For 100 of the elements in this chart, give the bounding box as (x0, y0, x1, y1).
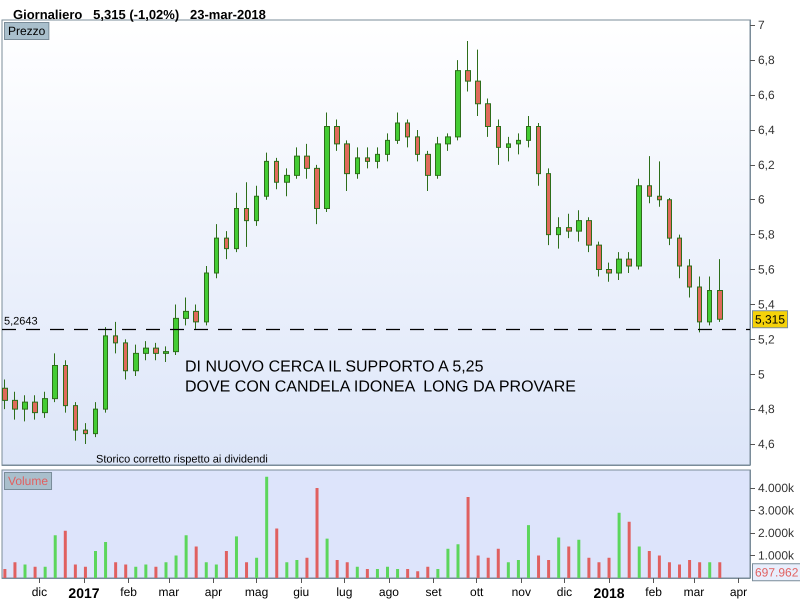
bar (285, 562, 288, 578)
bar (74, 564, 77, 578)
candlestick (254, 185, 259, 226)
bar (234, 536, 238, 578)
bar (718, 562, 722, 578)
candlestick (264, 152, 269, 200)
candlestick (274, 157, 279, 190)
bar (436, 569, 440, 578)
candlestick (294, 146, 300, 180)
candlestick (465, 40, 471, 92)
bar (396, 569, 400, 578)
candlestick (556, 216, 561, 250)
bar (13, 562, 16, 578)
bar (24, 564, 27, 578)
bar (104, 542, 108, 578)
bar (618, 512, 621, 578)
candlestick (304, 143, 310, 180)
x-tick-label: giu (293, 585, 310, 599)
bar (638, 546, 641, 578)
bar (255, 558, 258, 578)
candlestick (657, 160, 662, 208)
candlestick (636, 178, 642, 270)
x-tick-label: nov (512, 585, 531, 599)
bar (164, 562, 168, 578)
y-tick-label: 4,6 (758, 437, 776, 452)
bar (44, 566, 47, 578)
bar (194, 546, 198, 578)
bar (134, 566, 138, 578)
y-tick-label: 5,8 (758, 228, 776, 242)
y-tick-label: 4.000k (758, 481, 796, 495)
bar (224, 551, 228, 578)
bar (698, 562, 702, 578)
candlestick (596, 241, 602, 278)
candlestick (133, 344, 139, 376)
candlestick (707, 276, 712, 326)
bar (305, 558, 308, 578)
bar (516, 560, 520, 578)
candlestick (375, 146, 380, 169)
candlestick (616, 252, 622, 281)
bar (688, 560, 692, 578)
x-tick-label: mar (684, 585, 704, 599)
candlestick (697, 276, 702, 333)
candlestick (314, 164, 320, 225)
candlestick (284, 168, 290, 197)
x-tick-label: apr (730, 585, 748, 599)
candlestick (113, 321, 118, 354)
bar (628, 522, 631, 578)
y-tick-label: 1.000k (758, 548, 796, 562)
bar (597, 562, 600, 578)
x-tick-label: feb (120, 585, 138, 599)
annotation: 5,315 (755, 312, 786, 326)
bar (3, 569, 6, 578)
bar (245, 562, 248, 578)
bar (567, 546, 570, 578)
y-tick-label: 6 (758, 192, 765, 207)
bar (54, 535, 57, 578)
candlestick (626, 252, 632, 274)
y-axis-title: Prezzo (8, 24, 46, 38)
candlestick (143, 340, 149, 361)
y-axis-title: Volume (8, 474, 48, 488)
candlestick (385, 132, 390, 162)
candlestick (193, 304, 199, 330)
candlestick (667, 198, 672, 246)
candlestick (687, 258, 692, 298)
bar (526, 525, 530, 578)
candlestick (526, 115, 531, 148)
candlestick (224, 230, 229, 260)
candlestick (12, 391, 18, 420)
candlestick (546, 168, 551, 246)
candlestick (717, 258, 723, 322)
candlestick (405, 118, 410, 148)
bar (708, 562, 712, 578)
candlestick (496, 118, 501, 166)
x-tick-label: 2017 (68, 585, 100, 600)
bar (577, 540, 580, 578)
y-tick-label: 5 (758, 367, 765, 382)
bar (144, 564, 148, 578)
bar (608, 558, 611, 578)
bar (336, 560, 339, 578)
y-tick-label: 2.000k (758, 526, 796, 540)
candlestick (2, 378, 8, 410)
bar (174, 556, 178, 578)
x-tick-label: dic (32, 585, 48, 599)
candlestick (93, 402, 98, 438)
x-tick-label: dic (556, 585, 572, 599)
bar (184, 535, 188, 578)
bar (114, 562, 118, 578)
candlestick (22, 394, 28, 422)
bar (506, 562, 510, 578)
bar (84, 566, 87, 578)
bar (366, 569, 369, 578)
candlestick (153, 342, 159, 361)
candlestick (173, 304, 179, 356)
candlestick (334, 118, 340, 152)
y-tick-label: 5,2 (758, 332, 776, 346)
y-tick-label: 6,8 (758, 53, 776, 68)
candlestick (435, 136, 441, 180)
candlestick (73, 402, 78, 442)
candlestick (677, 234, 682, 279)
candlestick (32, 394, 38, 420)
